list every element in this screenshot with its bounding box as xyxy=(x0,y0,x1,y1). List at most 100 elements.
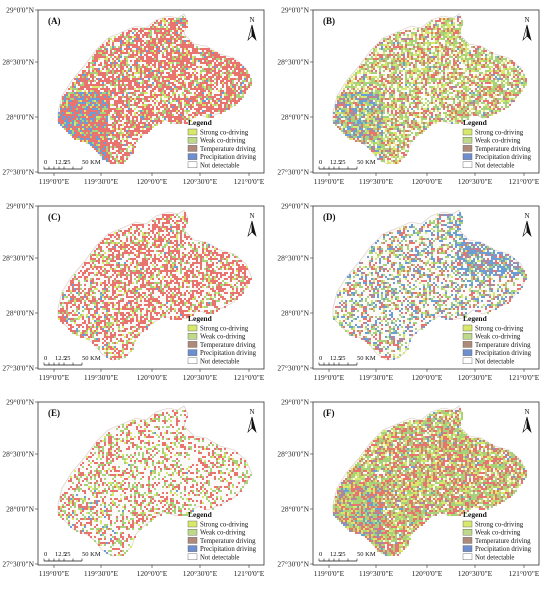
scale-label: 50 KM xyxy=(357,355,376,362)
legend-swatch xyxy=(462,357,473,365)
driving-raster xyxy=(333,212,527,360)
north-arrow-icon xyxy=(522,416,532,434)
legend-item-label: Precipitation driving xyxy=(475,546,532,553)
y-tick-label: 28°0'0"N xyxy=(6,309,34,318)
north-label: N xyxy=(524,212,529,220)
legend-swatch xyxy=(462,161,473,169)
x-tick-label: 119°30'0"E xyxy=(359,569,394,578)
scale-label: 25 xyxy=(64,159,71,166)
x-tick-label: 121°0'0"E xyxy=(234,373,265,382)
scale-label: 12.5 xyxy=(55,159,66,166)
scale-label: 50 KM xyxy=(82,551,101,558)
y-tick-label: 27°30'0"N xyxy=(277,364,309,373)
y-tick-label: 28°30'0"N xyxy=(277,450,309,459)
legend-item-label: Weak co-driving xyxy=(200,138,246,145)
scale-label: 0 xyxy=(319,355,322,362)
scale-label: 0 xyxy=(319,159,322,166)
north-label: N xyxy=(249,16,254,24)
scale-label: 0 xyxy=(44,551,47,558)
legend-swatch xyxy=(187,332,198,340)
legend-swatch xyxy=(462,545,473,552)
x-tick-label: 119°30'0"E xyxy=(84,373,119,382)
x-tick-label: 120°30'0"E xyxy=(458,569,493,578)
scale-bar: 0 12.525 50 KM xyxy=(318,551,376,562)
map-panel-f: 29°0'0"N 28°30'0"N 28°0'0"N 27°30'0"N 119°0'… xyxy=(275,392,550,588)
x-tick-label: 119°30'0"E xyxy=(84,177,119,186)
legend-item-label: Not detectable xyxy=(200,162,239,169)
legend-title: Legend xyxy=(188,314,213,323)
legend-item-label: Not detectable xyxy=(200,358,239,365)
north-arrow-icon xyxy=(522,220,532,238)
y-tick-label: 29°0'0"N xyxy=(6,202,34,211)
legend-item-label: Weak co-driving xyxy=(200,530,246,537)
y-tick-label: 28°0'0"N xyxy=(6,113,34,122)
legend-swatch xyxy=(187,357,198,365)
scale-label: 25 xyxy=(339,159,346,166)
scale-label: 50 KM xyxy=(82,355,101,362)
scale-label: 50 KM xyxy=(357,551,376,558)
legend-item-label: Strong co-driving xyxy=(475,326,524,333)
legend-swatch xyxy=(187,537,198,544)
legend-item-label: Not detectable xyxy=(475,162,514,169)
y-tick-label: 28°30'0"N xyxy=(277,58,309,67)
legend-swatch xyxy=(187,545,198,552)
scale-label: 12.5 xyxy=(330,551,341,558)
legend-item-label: Temperature driving xyxy=(475,538,531,545)
x-tick-label: 121°0'0"E xyxy=(509,373,540,382)
panel-label: (F) xyxy=(323,408,335,418)
north-arrow-icon xyxy=(522,24,532,42)
panel-label: (D) xyxy=(323,212,336,222)
legend-item-label: Weak co-driving xyxy=(475,530,521,537)
y-tick-label: 27°30'0"N xyxy=(2,364,34,373)
panel-label: (B) xyxy=(323,16,335,26)
y-tick-label: 28°0'0"N xyxy=(281,113,309,122)
scale-label: 25 xyxy=(339,551,346,558)
legend-swatch xyxy=(462,332,473,340)
x-tick-label: 119°30'0"E xyxy=(359,373,394,382)
driving-raster xyxy=(333,16,527,164)
x-tick-label: 120°30'0"E xyxy=(458,373,493,382)
legend-title: Legend xyxy=(463,118,488,127)
region-layer xyxy=(57,405,253,557)
y-tick-label: 28°0'0"N xyxy=(6,505,34,514)
legend-title: Legend xyxy=(463,510,488,519)
y-tick-label: 28°30'0"N xyxy=(2,58,34,67)
x-tick-label: 120°30'0"E xyxy=(183,177,218,186)
legend-item-label: Not detectable xyxy=(475,358,514,365)
north-label: N xyxy=(249,408,254,416)
legend-title: Legend xyxy=(188,118,213,127)
legend-swatch xyxy=(187,128,198,136)
legend-item-label: Weak co-driving xyxy=(200,334,246,341)
scale-bar: 0 12.525 50 KM xyxy=(43,355,101,366)
x-tick-label: 119°0'0"E xyxy=(314,569,345,578)
region-layer xyxy=(332,13,528,165)
legend-swatch xyxy=(462,136,473,144)
scale-label: 12.5 xyxy=(55,551,66,558)
y-tick-label: 27°30'0"N xyxy=(277,168,309,177)
region-layer xyxy=(332,405,528,557)
x-tick-label: 121°0'0"E xyxy=(234,569,265,578)
region-layer xyxy=(57,13,253,165)
legend-swatch xyxy=(462,324,473,332)
legend-swatch xyxy=(462,128,473,136)
y-tick-label: 27°30'0"N xyxy=(2,168,34,177)
x-tick-label: 121°0'0"E xyxy=(509,177,540,186)
scale-label: 25 xyxy=(64,551,71,558)
x-tick-label: 121°0'0"E xyxy=(509,569,540,578)
x-tick-label: 120°0'0"E xyxy=(412,373,443,382)
scale-label: 25 xyxy=(64,355,71,362)
map-svg: 29°0'0"N 28°30'0"N 28°0'0"N 27°30'0"N 119°0'… xyxy=(277,398,540,579)
legend-swatch xyxy=(187,553,198,561)
legend-swatch xyxy=(462,520,473,528)
y-tick-label: 28°0'0"N xyxy=(281,309,309,318)
legend-swatch xyxy=(187,341,198,348)
y-tick-label: 28°30'0"N xyxy=(2,450,34,459)
scale-bar: 0 12.525 50 KM xyxy=(43,551,101,562)
scale-label: 25 xyxy=(339,355,346,362)
y-tick-label: 29°0'0"N xyxy=(6,398,34,407)
north-arrow-icon xyxy=(247,416,257,434)
x-tick-label: 120°30'0"E xyxy=(183,373,218,382)
region-layer xyxy=(57,209,253,361)
